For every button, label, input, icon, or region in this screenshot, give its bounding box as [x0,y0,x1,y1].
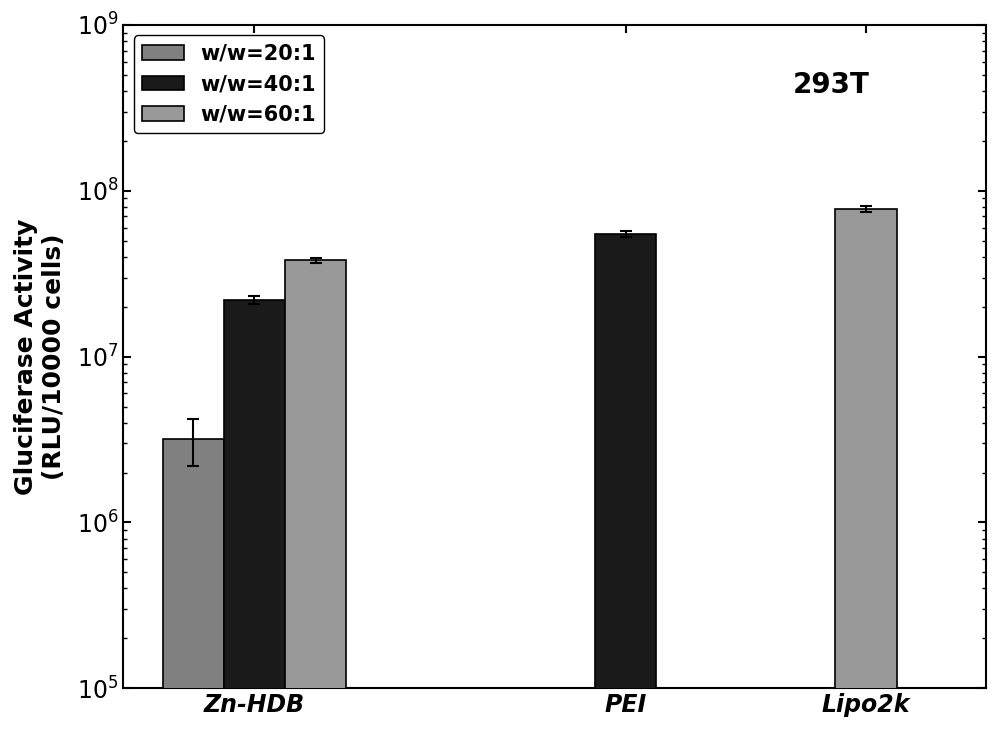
Bar [595,234,656,731]
Legend: w/w=20:1, w/w=40:1, w/w=60:1: w/w=20:1, w/w=40:1, w/w=60:1 [134,35,324,133]
Bar [285,260,346,731]
Bar [163,439,224,731]
Y-axis label: Gluciferase Activity
(RLU/10000 cells): Gluciferase Activity (RLU/10000 cells) [14,219,66,495]
Bar [224,300,285,731]
Bar [835,208,897,731]
Text: 293T: 293T [792,71,869,99]
